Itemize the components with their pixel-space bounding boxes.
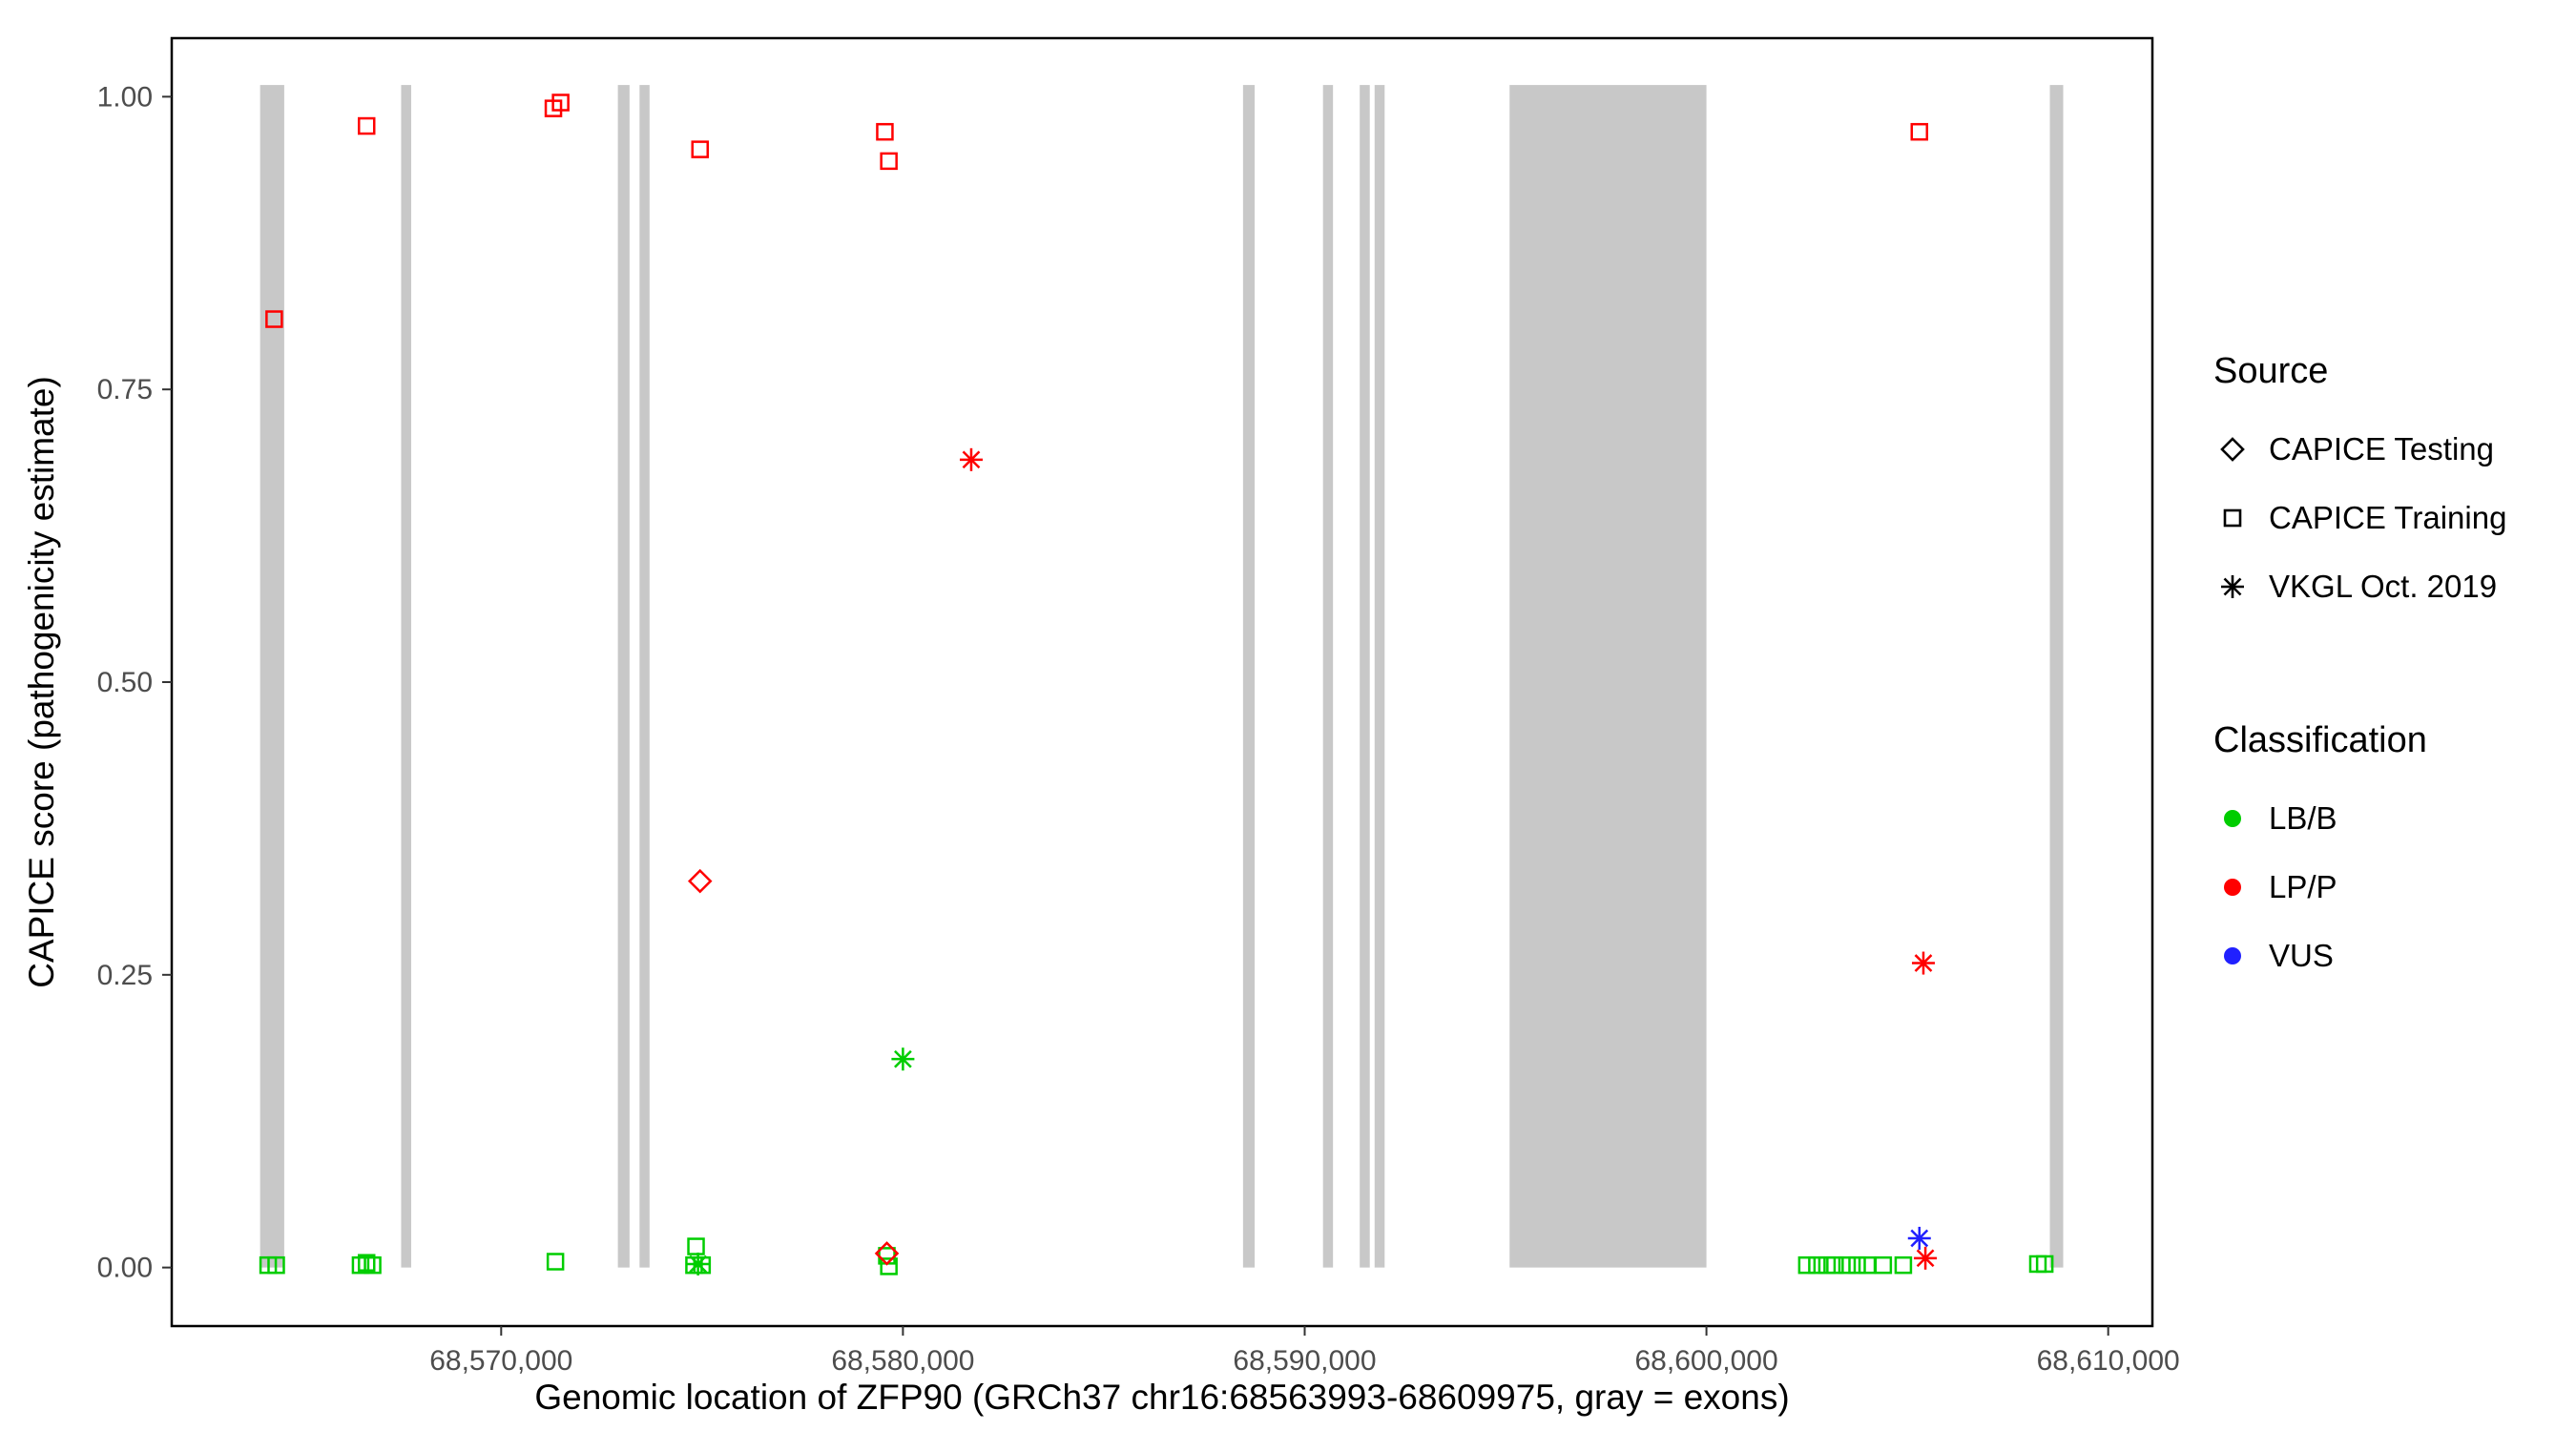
data-point-square <box>265 310 283 328</box>
exon-bar <box>1374 85 1385 1268</box>
legend-classification-title: Classification <box>2213 720 2427 760</box>
data-point-square <box>1838 1255 1857 1275</box>
data-point-square <box>687 1237 705 1255</box>
data-point-asterisk <box>1910 1229 1929 1248</box>
data-point-asterisk <box>1914 954 1933 972</box>
y-tick-label: 0.25 <box>97 960 153 991</box>
legend-item-lbb: LB/B <box>2213 784 2566 853</box>
data-point-square <box>1808 1255 1826 1275</box>
legend-group-source: Source CAPICE Testing CAPICE Training <box>2213 351 2566 621</box>
x-tick-label: 68,590,000 <box>1233 1345 1376 1377</box>
data-point-square <box>691 140 709 158</box>
y-axis-title: CAPICE score (pathogenicity estimate) <box>22 376 61 988</box>
data-point-square <box>1874 1255 1893 1275</box>
data-point-asterisk <box>1916 1249 1935 1268</box>
exon-bar <box>1322 85 1334 1268</box>
legend: Source CAPICE Testing CAPICE Training <box>2213 351 2566 990</box>
data-point-square <box>1797 1255 1817 1275</box>
data-point-square <box>551 93 570 112</box>
diamond-icon <box>2220 437 2245 462</box>
data-point-square <box>1826 1255 1844 1275</box>
data-point-square <box>351 1255 370 1275</box>
data-point-square <box>357 1254 376 1272</box>
legend-item-lpp: LP/P <box>2213 853 2566 922</box>
x-tick-label: 68,570,000 <box>429 1345 572 1377</box>
x-tick-label: 68,610,000 <box>2037 1345 2180 1377</box>
x-axis-title: Genomic location of ZFP90 (GRCh37 chr16:… <box>534 1378 1790 1417</box>
exon-bar <box>1360 85 1370 1268</box>
y-tick-label: 0.75 <box>97 374 153 405</box>
data-point-asterisk <box>894 1049 912 1068</box>
panel-border <box>170 36 2154 1328</box>
square-icon <box>2223 508 2242 528</box>
legend-label: CAPICE Testing <box>2269 431 2494 467</box>
data-point-square <box>876 122 894 141</box>
data-point-square <box>1894 1255 1913 1275</box>
legend-item-vus: VUS <box>2213 922 2566 990</box>
data-point-square <box>267 1255 285 1275</box>
data-point-square <box>546 1253 565 1271</box>
data-point-square <box>364 1255 382 1275</box>
red-dot-icon <box>2224 879 2241 896</box>
exon-bar <box>260 85 284 1268</box>
data-point-diamond <box>874 1241 900 1266</box>
data-point-square <box>880 152 898 171</box>
y-tick-label: 1.00 <box>97 81 153 113</box>
data-point-asterisk <box>689 1255 708 1274</box>
blue-dot-icon <box>2224 947 2241 964</box>
legend-source-title: Source <box>2213 351 2329 391</box>
legend-item-capice-training: CAPICE Training <box>2213 484 2566 552</box>
green-dot-icon <box>2224 810 2241 827</box>
exon-bar <box>2049 85 2064 1268</box>
data-point-diamond <box>687 868 713 894</box>
y-tick-label: 0.50 <box>97 667 153 698</box>
exon-bar <box>617 85 630 1268</box>
legend-label: VKGL Oct. 2019 <box>2269 569 2498 604</box>
data-point-square <box>1910 122 1929 141</box>
legend-item-capice-testing: CAPICE Testing <box>2213 415 2566 484</box>
legend-label: CAPICE Training <box>2269 500 2507 535</box>
data-point-square <box>880 1257 898 1275</box>
data-point-square <box>1858 1255 1877 1275</box>
x-tick-label: 68,600,000 <box>1635 1345 1778 1377</box>
exon-bar <box>639 85 650 1268</box>
data-point-asterisk <box>962 450 981 469</box>
legend-label: LP/P <box>2269 869 2337 904</box>
data-point-square <box>1848 1255 1866 1275</box>
exon-bar <box>1242 85 1256 1268</box>
legend-item-vkgl: VKGL Oct. 2019 <box>2213 552 2566 621</box>
exon-bar <box>401 85 411 1268</box>
data-point-square <box>357 116 376 135</box>
legend-group-classification: Classification LB/B LP/P VUS <box>2213 720 2566 990</box>
data-point-square <box>2035 1255 2054 1274</box>
exon-bar <box>1509 85 1707 1268</box>
y-tick-label: 0.00 <box>97 1253 153 1284</box>
asterisk-icon <box>2221 575 2244 598</box>
legend-label: LB/B <box>2269 800 2337 836</box>
legend-label: VUS <box>2269 938 2334 973</box>
x-tick-label: 68,580,000 <box>831 1345 974 1377</box>
